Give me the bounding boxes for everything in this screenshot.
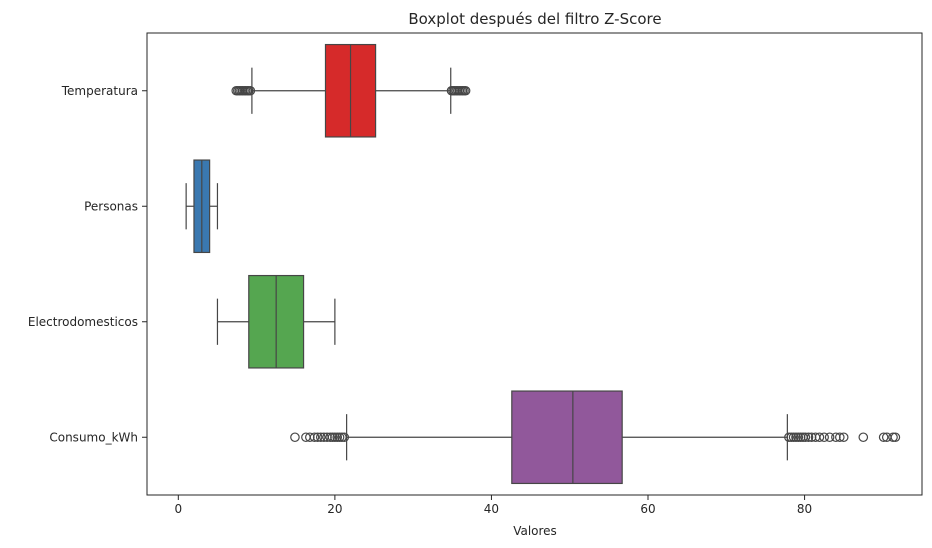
outlier-point bbox=[858, 432, 869, 443]
chart-title: Boxplot después del filtro Z-Score bbox=[408, 10, 661, 28]
iqr-box bbox=[511, 390, 623, 485]
outlier-point bbox=[800, 432, 811, 443]
box-personas bbox=[185, 159, 219, 254]
y-tick-label: Personas bbox=[84, 199, 138, 213]
outlier-point bbox=[878, 432, 889, 443]
y-axis: Temperatura Personas Electrodomesticos Cons… bbox=[28, 84, 147, 444]
outlier-point bbox=[819, 432, 829, 443]
outlier-point bbox=[824, 432, 835, 443]
outlier-point bbox=[245, 85, 256, 96]
outlier-point bbox=[315, 432, 326, 443]
outlier-point bbox=[791, 432, 801, 443]
plot-area bbox=[146, 32, 923, 496]
outlier-point bbox=[325, 432, 335, 443]
x-tick-label: 80 bbox=[797, 502, 812, 516]
outlier-point bbox=[290, 432, 300, 443]
x-tick-label: 60 bbox=[640, 502, 655, 516]
x-axis-title: Valores bbox=[513, 524, 557, 538]
outlier-point bbox=[334, 432, 345, 443]
outlier-point bbox=[309, 432, 320, 443]
y-tick-label: Temperatura bbox=[61, 84, 138, 98]
outlier-point bbox=[332, 432, 343, 443]
outlier-point bbox=[327, 432, 338, 443]
outlier-point bbox=[835, 432, 845, 443]
box-consumo-kwh bbox=[290, 390, 901, 485]
outlier-point bbox=[793, 432, 804, 443]
x-tick-label: 20 bbox=[327, 502, 342, 516]
y-tick-label: Consumo_kWh bbox=[49, 430, 138, 444]
x-tick-label: 0 bbox=[174, 502, 182, 516]
outlier-point bbox=[788, 432, 799, 443]
outlier-point bbox=[337, 432, 347, 443]
outlier-point bbox=[339, 432, 350, 443]
x-tick-label: 40 bbox=[484, 502, 499, 516]
outlier-point bbox=[803, 432, 814, 443]
outlier-point bbox=[838, 432, 849, 443]
y-tick-label: Electrodomesticos bbox=[28, 315, 138, 329]
outlier-point bbox=[330, 432, 340, 443]
x-axis: 0 20 40 60 80 bbox=[174, 495, 812, 516]
outlier-point bbox=[888, 432, 898, 443]
outlier-point bbox=[814, 432, 825, 443]
outlier-point bbox=[312, 432, 323, 443]
outlier-point bbox=[460, 85, 471, 96]
outlier-point bbox=[786, 432, 797, 443]
box-temperatura bbox=[231, 43, 471, 138]
outlier-point bbox=[890, 432, 901, 443]
box-series-group bbox=[185, 43, 901, 485]
box-electrodomesticos bbox=[216, 274, 336, 369]
outlier-point bbox=[784, 432, 794, 443]
